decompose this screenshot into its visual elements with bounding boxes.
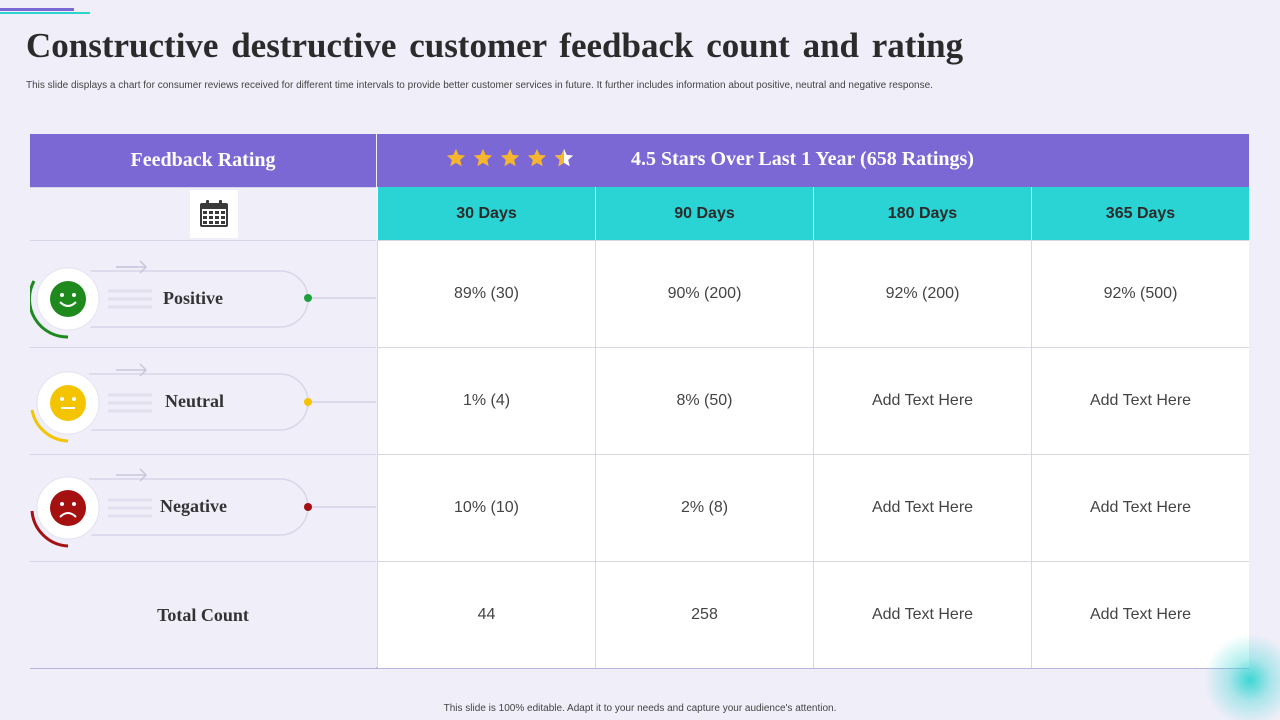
page-title: Constructive destructive customer feedba… [26,26,964,65]
column-header-30-days: 30 Days [377,187,595,240]
cell-positive-30: 89% (30) [377,240,595,347]
positive-label: Positive [163,288,223,308]
star-rating [445,147,575,169]
decorative-glow [1200,630,1280,720]
half-star-icon [554,148,574,167]
footer-note: This slide is 100% editable. Adapt it to… [443,703,837,714]
cell-total-30: 44 [377,561,595,668]
cell-total-90: 258 [595,561,813,668]
accent-bar-teal [0,12,90,14]
sad-face-icon [50,490,86,526]
star-icon [446,148,466,167]
cell-negative-365: Add Text Here [1031,454,1249,561]
calendar-icon [200,200,228,227]
column-header-365-days: 365 Days [1031,187,1249,240]
cell-negative-30: 10% (10) [377,454,595,561]
column-header-180-days: 180 Days [813,187,1031,240]
star-icon [527,148,547,167]
column-header-90-days: 90 Days [595,187,813,240]
accent-bar-purple [0,8,74,11]
star-icon [473,148,493,167]
cell-positive-365: 92% (500) [1031,240,1249,347]
header-feedback-rating: Feedback Rating [30,134,376,187]
cell-total-180: Add Text Here [813,561,1031,668]
cell-neutral-90: 8% (50) [595,347,813,454]
negative-label: Negative [160,496,227,516]
smiley-face-icon [50,281,86,317]
cell-neutral-30: 1% (4) [377,347,595,454]
neutral-face-icon [50,385,86,421]
cell-negative-180: Add Text Here [813,454,1031,561]
cell-neutral-180: Add Text Here [813,347,1031,454]
row-label-positive: Positive [30,240,376,347]
header-rating-summary: 4.5 Stars Over Last 1 Year (658 Ratings) [377,134,1249,187]
page-subtitle: This slide displays a chart for consumer… [26,80,933,91]
cell-negative-90: 2% (8) [595,454,813,561]
cell-positive-180: 92% (200) [813,240,1031,347]
calendar-box [190,190,238,238]
rating-summary-text: 4.5 Stars Over Last 1 Year (658 Ratings) [631,148,974,170]
calendar-cell [30,187,376,240]
neutral-label: Neutral [165,391,224,411]
row-label-total: Total Count [30,561,376,668]
star-icon [500,148,520,167]
row-label-neutral: Neutral [30,347,376,454]
total-count-label: Total Count [157,604,249,625]
cell-positive-90: 90% (200) [595,240,813,347]
cell-neutral-365: Add Text Here [1031,347,1249,454]
feedback-table: Feedback Rating 4.5 Stars Over Last 1 Ye… [30,134,1249,669]
row-label-negative: Negative [30,454,376,561]
